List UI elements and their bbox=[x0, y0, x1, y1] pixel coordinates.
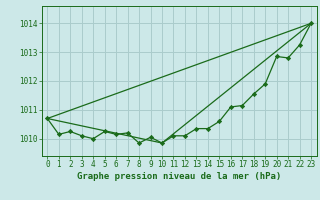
X-axis label: Graphe pression niveau de la mer (hPa): Graphe pression niveau de la mer (hPa) bbox=[77, 172, 281, 181]
